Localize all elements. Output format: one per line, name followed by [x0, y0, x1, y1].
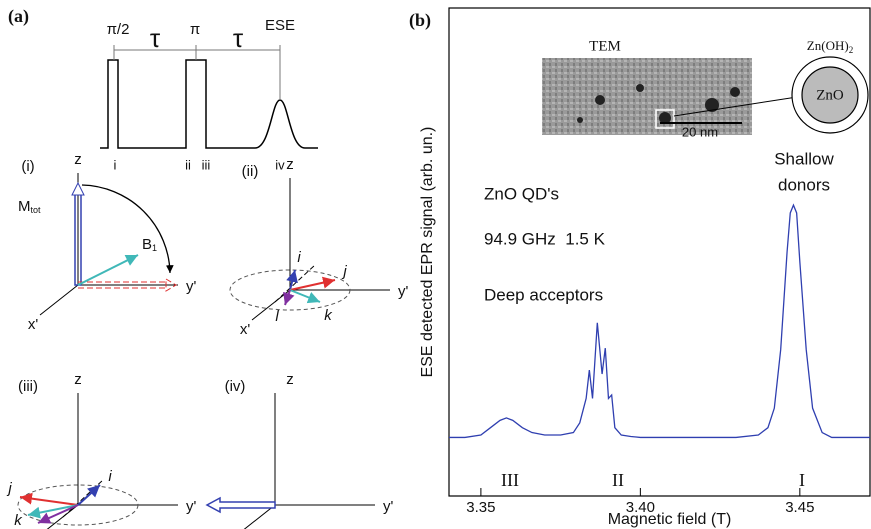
axis-label: y'	[186, 498, 197, 515]
frame-label: (iv)	[225, 378, 246, 395]
time-point: iii	[202, 157, 211, 172]
annotation: III	[501, 470, 519, 490]
vector-label: k	[14, 512, 23, 529]
vector-label: Mtot	[18, 198, 41, 215]
annotation: Shallow	[774, 149, 834, 168]
vector	[37, 504, 79, 524]
annotation: 94.9 GHz 1.5 K	[484, 229, 606, 248]
time-point: ii	[185, 157, 191, 172]
inset-label: Zn(OH)2	[807, 38, 853, 55]
frame-label: (ii)	[242, 163, 259, 180]
plot-frame	[448, 7, 871, 497]
pulse-bracket	[113, 45, 281, 100]
inset-label: 20 nm	[682, 124, 718, 139]
vector-label: i	[108, 468, 112, 485]
tem-highlight	[655, 109, 675, 129]
vector-label: k	[324, 307, 333, 324]
pulse-sequence	[100, 59, 318, 149]
axes	[251, 178, 390, 321]
vector	[19, 492, 79, 506]
vector	[27, 504, 79, 519]
spectrum	[449, 203, 870, 439]
axis-label: z	[74, 151, 82, 168]
pulse-label: π/2	[107, 21, 130, 38]
b: B	[142, 236, 152, 253]
shell: Zn(OH)	[807, 38, 849, 53]
axes	[39, 173, 178, 316]
frame-label: (iii)	[18, 378, 38, 395]
axes	[243, 393, 375, 529]
annotation: Deep acceptors	[484, 285, 603, 304]
vector	[77, 254, 139, 286]
panel-label: (a)	[8, 6, 29, 27]
precession	[17, 484, 139, 526]
pulse-label: π	[190, 21, 200, 38]
precession	[229, 269, 351, 311]
panel-b	[448, 7, 871, 497]
dashed-axis	[62, 479, 104, 518]
frame-label: (i)	[21, 158, 34, 175]
x-tick-label: 3.35	[466, 499, 495, 516]
vector-label: j	[6, 480, 12, 497]
vector-label: B1	[142, 236, 157, 253]
axis-label: y'	[398, 283, 409, 300]
inset-label: ZnO	[816, 87, 844, 103]
sub: 2	[849, 45, 854, 55]
axis-label: y'	[383, 498, 394, 515]
vector-label: j	[341, 263, 347, 280]
panel-label: (b)	[409, 10, 431, 31]
time-point: i	[114, 157, 117, 172]
annotation: I	[799, 470, 805, 490]
panel-a: (a)	[8, 6, 318, 149]
inset-label: TEM	[589, 38, 621, 54]
sub: 1	[152, 243, 157, 253]
pulse-label: τ	[150, 23, 161, 53]
vector-label: l	[275, 308, 279, 325]
y-axis-label: ESE detected EPR signal (arb. un.)	[419, 127, 436, 378]
axis-label: x'	[28, 316, 39, 333]
vector	[283, 289, 295, 306]
rotation	[81, 184, 174, 274]
axes	[46, 393, 178, 529]
vector	[289, 276, 336, 291]
vector	[77, 484, 101, 506]
annotation: donors	[778, 175, 830, 194]
axis-label: y'	[186, 278, 197, 295]
vector	[286, 269, 298, 291]
vector-m-head	[71, 181, 85, 196]
x-tick-label: 3.40	[626, 499, 655, 516]
axis-label: x'	[240, 321, 251, 338]
vector	[289, 289, 321, 304]
pulse-label: ESE	[265, 17, 295, 34]
annotation: ZnO QD's	[484, 184, 559, 203]
vector-m	[205, 496, 276, 514]
axis-label: z	[286, 371, 294, 388]
zoom-line	[673, 94, 811, 117]
vector-label: i	[297, 249, 301, 266]
axis-label: z	[286, 156, 294, 173]
dashed-axis	[274, 264, 316, 303]
x-tick-label: 3.45	[785, 499, 814, 516]
core	[801, 66, 859, 124]
pulse-label: τ	[233, 23, 244, 53]
axis-label: z	[74, 371, 82, 388]
time-point: iv	[275, 157, 285, 172]
m: M	[18, 198, 31, 215]
vector-red	[78, 278, 177, 292]
tem-particles	[577, 84, 740, 124]
x-axis-label: Magnetic field (T)	[608, 511, 732, 528]
annotation: II	[612, 470, 624, 490]
sub: tot	[31, 205, 42, 215]
